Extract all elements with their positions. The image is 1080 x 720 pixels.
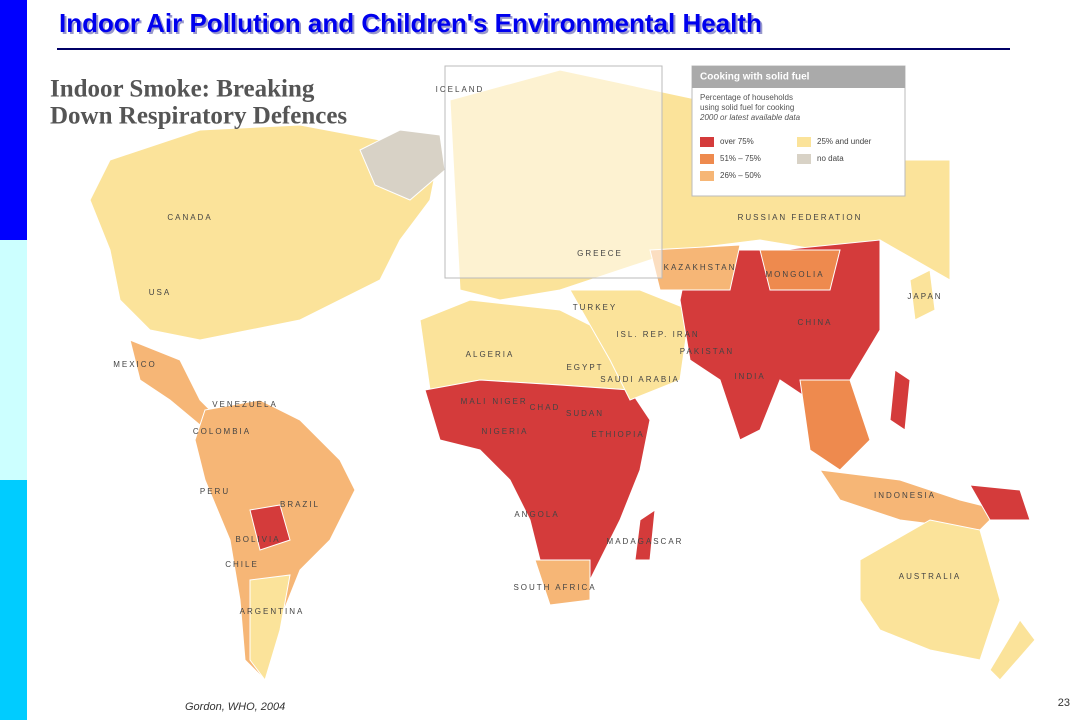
country-label: PAKISTAN [680, 347, 734, 356]
legend-swatch [700, 154, 714, 164]
country-label: SOUTH AFRICA [513, 583, 596, 592]
country-label: ANGOLA [514, 510, 559, 519]
country-label: COLOMBIA [193, 427, 251, 436]
country-label: GREECE [577, 249, 623, 258]
country-region [989, 619, 1036, 681]
legend-description: 2000 or latest available data [699, 113, 801, 122]
country-label: PERU [200, 487, 230, 496]
country-label: SUDAN [566, 409, 604, 418]
country-label: ICELAND [436, 85, 485, 94]
country-label: MEXICO [113, 360, 157, 369]
country-label: BOLIVIA [235, 535, 280, 544]
legend-swatch [797, 137, 811, 147]
legend-label: 51% – 75% [720, 154, 761, 163]
country-region [909, 269, 936, 321]
country-region [759, 249, 841, 291]
legend-swatch [700, 137, 714, 147]
country-label: CHILE [225, 560, 259, 569]
legend-description: Percentage of households [700, 93, 793, 102]
source: Gordon, WHO, 2004 [185, 701, 285, 713]
country-label: INDIA [734, 372, 765, 381]
page-number: 23 [1058, 697, 1070, 709]
country-label: RUSSIAN FEDERATION [738, 213, 863, 222]
legend-swatch [700, 171, 714, 181]
country-label: ARGENTINA [240, 607, 305, 616]
country-label: CHAD [530, 403, 561, 412]
country-label: MADAGASCAR [607, 537, 684, 546]
country-label: AUSTRALIA [899, 572, 961, 581]
country-label: CANADA [167, 213, 212, 222]
country-region [89, 124, 441, 341]
country-label: MALI [461, 397, 488, 406]
legend-label: 25% and under [817, 137, 872, 146]
country-region [859, 519, 1001, 661]
country-region [569, 289, 691, 401]
country-region [249, 574, 291, 682]
legend-title: Cooking with solid fuel [700, 72, 810, 83]
legend-label: over 75% [720, 137, 754, 146]
country-label: INDONESIA [874, 491, 936, 500]
map-title: Down Respiratory Defences [50, 103, 347, 130]
country-label: CHINA [798, 318, 833, 327]
country-label: JAPAN [907, 292, 942, 301]
side-bar [0, 0, 27, 240]
title-shadow: Indoor Air Pollution and Children's Envi… [61, 10, 764, 40]
europe-inset [444, 65, 663, 279]
country-label: NIGERIA [482, 427, 529, 436]
legend-swatch [797, 154, 811, 164]
side-bar [0, 480, 27, 720]
legend-label: no data [817, 154, 844, 163]
country-region [249, 504, 291, 551]
country-label: ETHIOPIA [591, 430, 644, 439]
country-label: VENEZUELA [212, 400, 278, 409]
legend-label: 26% – 50% [720, 171, 761, 180]
country-label: BRAZIL [280, 500, 320, 509]
country-label: TURKEY [573, 303, 617, 312]
country-label: EGYPT [566, 363, 603, 372]
map-title: Indoor Smoke: Breaking [50, 76, 315, 103]
legend-header [692, 66, 905, 88]
country-label: ALGERIA [466, 350, 515, 359]
country-label: MONGOLIA [765, 270, 824, 279]
country-label: SAUDI ARABIA [600, 375, 680, 384]
country-region [969, 484, 1031, 521]
legend-description: using solid fuel for cooking [700, 103, 794, 112]
country-region [889, 369, 911, 431]
country-region [799, 379, 871, 471]
country-label: NIGER [492, 397, 527, 406]
country-region [534, 559, 591, 606]
slide-title: Indoor Air Pollution and Children's Envi… [59, 8, 762, 38]
map [89, 69, 1036, 682]
country-label: KAZAKHSTAN [664, 263, 737, 272]
side-bar [0, 240, 27, 480]
legend: Cooking with solid fuel Percentage of ho… [691, 65, 906, 197]
country-region [634, 508, 656, 561]
country-label: USA [149, 288, 171, 297]
country-label: ISL. REP. IRAN [616, 330, 699, 339]
